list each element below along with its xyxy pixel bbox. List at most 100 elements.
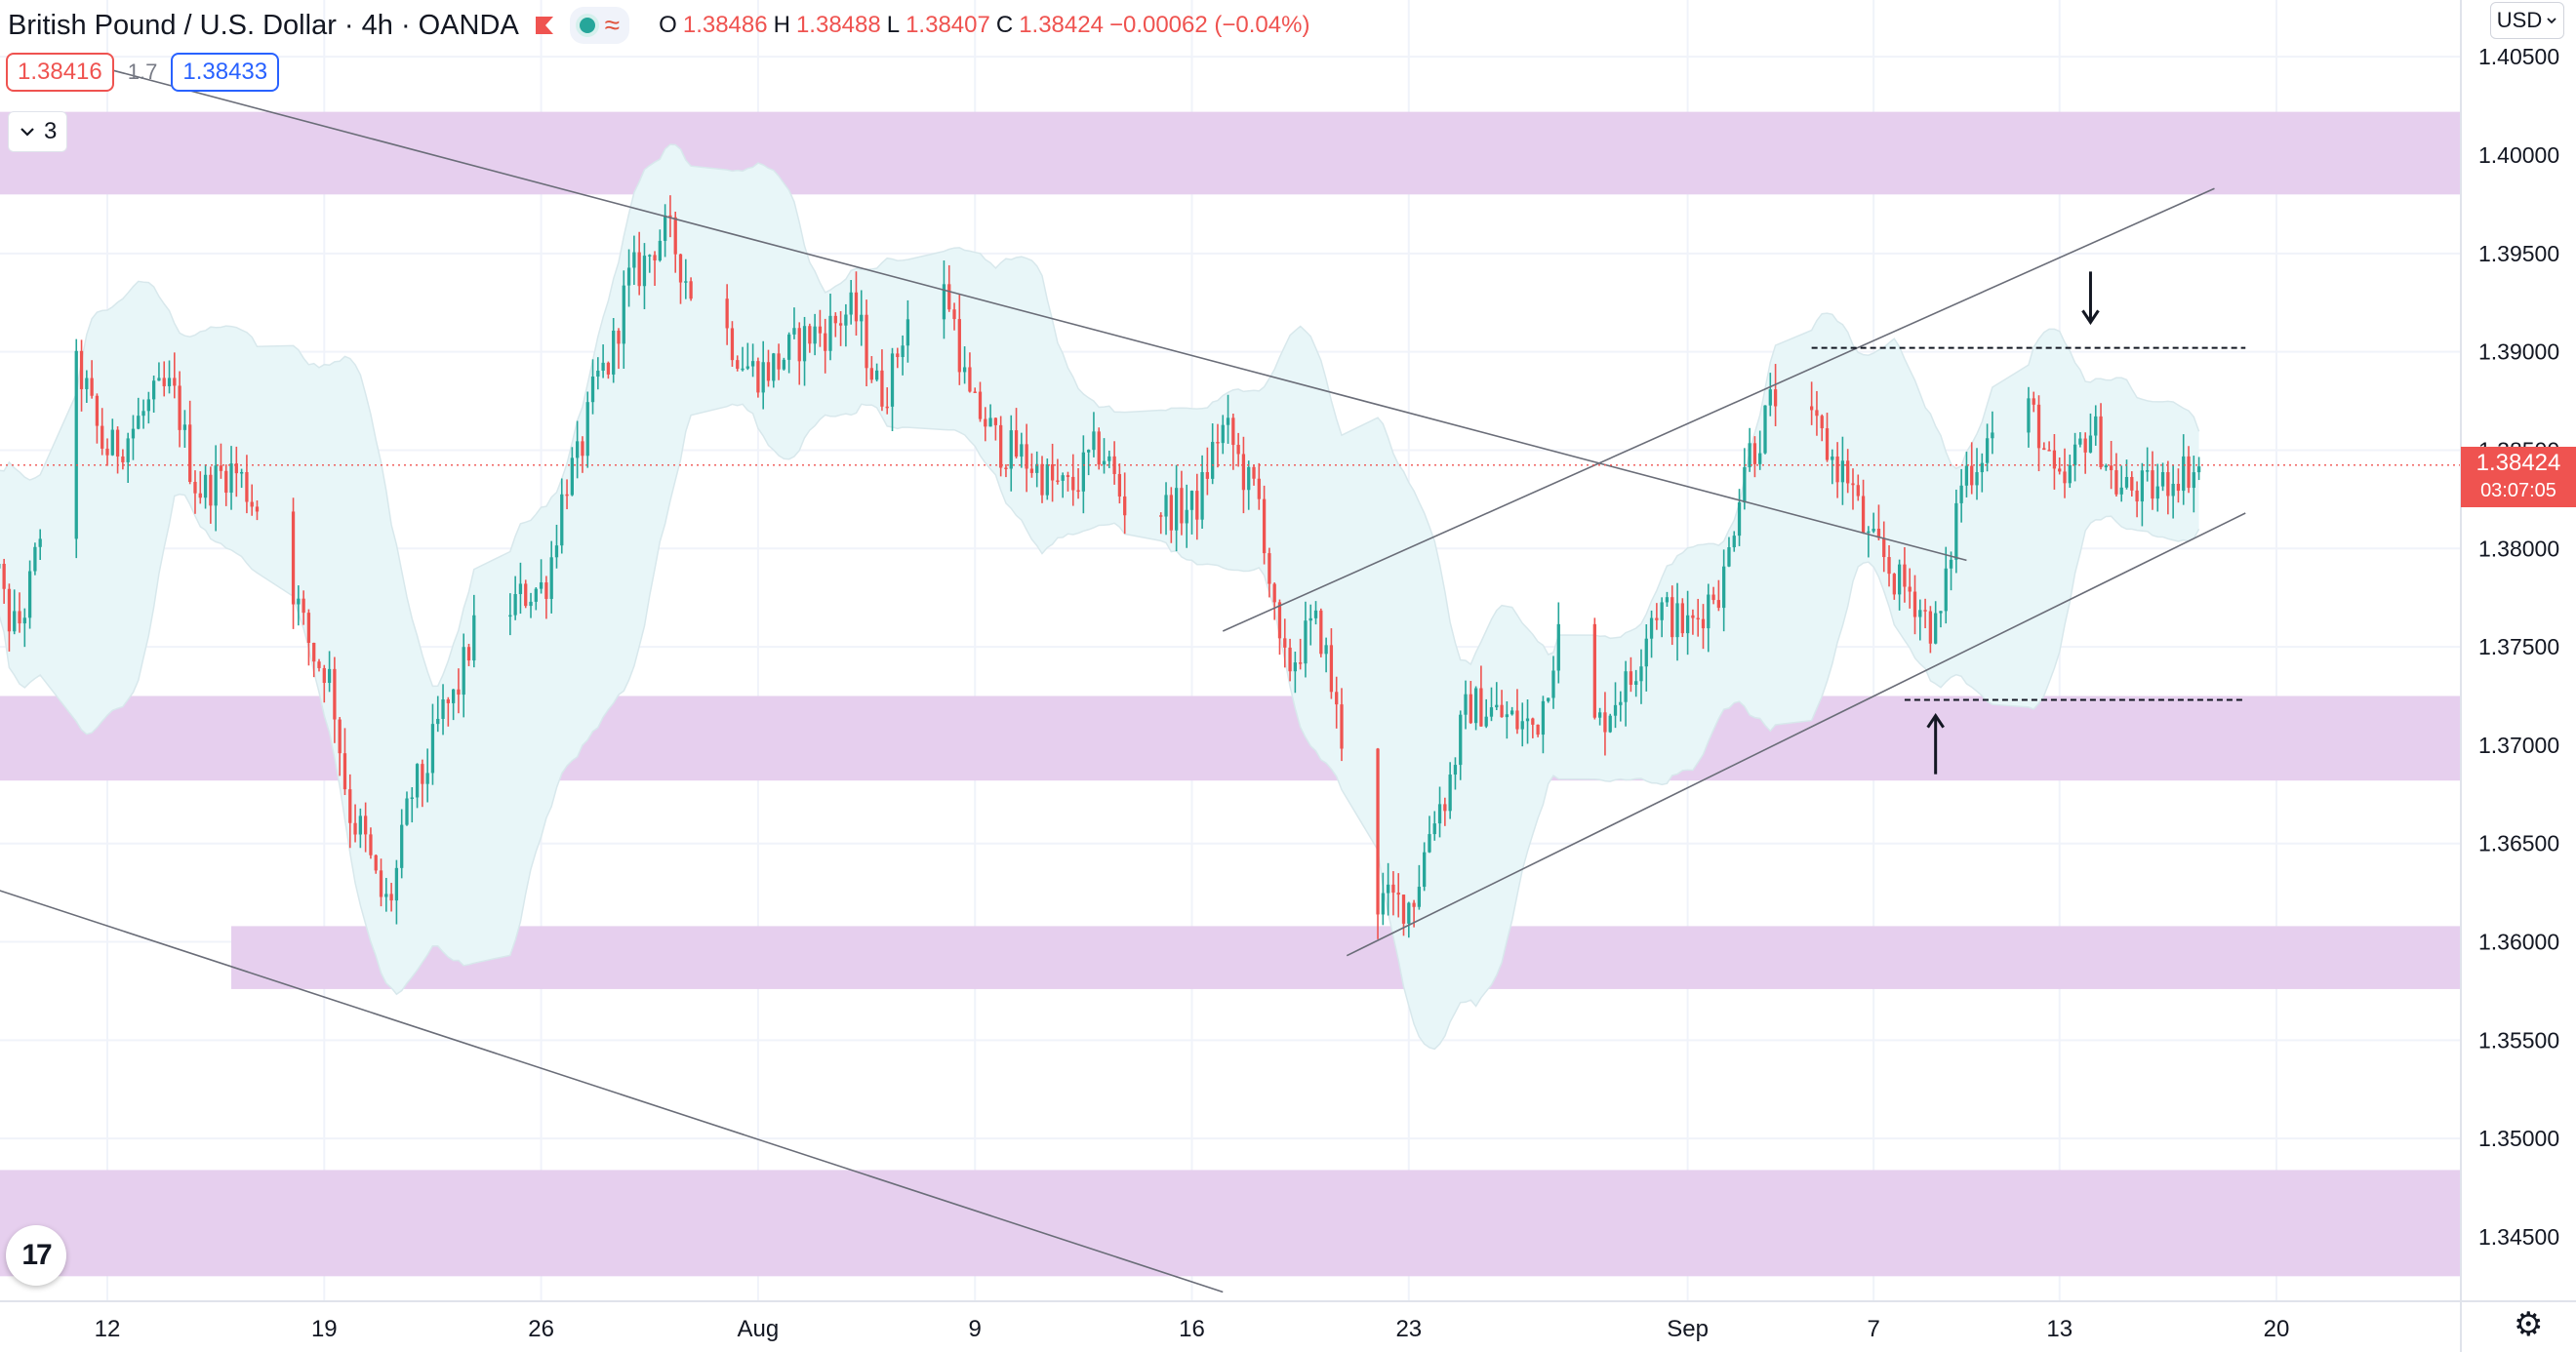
candle (1531, 717, 1535, 738)
candle-body (1407, 902, 1411, 924)
candle (1980, 453, 1984, 493)
candle (1551, 656, 1555, 709)
candle-body (1515, 710, 1519, 730)
candle-body (570, 457, 574, 496)
indicators-toggle-button[interactable]: 3 (8, 111, 68, 152)
candle-body (1231, 418, 1235, 446)
candle (1009, 415, 1013, 492)
candle-body (539, 582, 543, 589)
candle-body (1939, 611, 1943, 614)
candle-body (1050, 463, 1055, 481)
candle-body (1432, 823, 1436, 835)
candle-body (1934, 613, 1938, 644)
candle-body (1045, 463, 1049, 496)
candle-body (2140, 470, 2145, 502)
candle (2192, 456, 2195, 513)
candle (1293, 651, 1297, 694)
buy-price-button[interactable]: 1.38433 (171, 53, 280, 92)
chevron-down-icon (20, 128, 34, 137)
candle (1035, 451, 1039, 488)
candle (1831, 449, 1834, 485)
market-status-pill[interactable]: ≈ (569, 7, 630, 44)
candle-body (2176, 484, 2181, 492)
currency-select[interactable]: USD (2490, 2, 2564, 39)
candle-body (105, 448, 109, 456)
candle (1520, 702, 1524, 747)
candle-body (1097, 431, 1101, 465)
candle (1732, 531, 1736, 552)
symbol-title[interactable]: British Pound / U.S. Dollar · 4h · OANDA (8, 9, 519, 41)
candle (797, 322, 801, 385)
candle (90, 360, 94, 399)
gear-icon[interactable]: ⚙ (2514, 1306, 2544, 1343)
candle-body (2052, 450, 2057, 469)
candle (901, 335, 905, 376)
candle (1268, 547, 1271, 598)
candle-body (209, 474, 213, 506)
candle-body (1479, 688, 1483, 727)
candle-body (2088, 435, 2093, 453)
candle (1061, 472, 1065, 498)
candle (1597, 707, 1602, 726)
market-open-icon (579, 18, 595, 33)
candle-body (1164, 495, 1168, 517)
candle-body (1313, 610, 1318, 618)
candle-body (1221, 424, 1225, 444)
candle-body (18, 611, 21, 624)
candle-body (2182, 456, 2186, 492)
candle-body (1732, 536, 1736, 548)
candle (13, 589, 17, 635)
candle (1283, 618, 1287, 668)
candle-body (1056, 480, 1060, 483)
candle-body (1980, 462, 1984, 473)
candle (421, 759, 424, 808)
candle-body (978, 391, 983, 419)
candle (988, 404, 992, 427)
candle-body (178, 385, 181, 430)
candle (570, 447, 574, 497)
candle-body (1685, 615, 1690, 634)
candle-body (2032, 398, 2035, 405)
candle (2078, 432, 2082, 448)
candle-body (1541, 700, 1546, 736)
candle-body (1448, 775, 1452, 812)
candle (151, 375, 156, 413)
candle (1696, 598, 1700, 637)
tradingview-logo[interactable]: 17 (6, 1225, 66, 1286)
candle (1097, 427, 1101, 470)
candle-body (157, 378, 161, 381)
candle (157, 362, 161, 381)
candle (642, 243, 647, 310)
candle (2114, 453, 2118, 497)
candle (1613, 682, 1618, 729)
candle-body (358, 815, 362, 835)
chevron-down-icon (2547, 18, 2556, 24)
candle-body (854, 292, 859, 322)
currency-label: USD (2496, 8, 2543, 32)
candle-body (2109, 465, 2113, 471)
candle (1386, 862, 1390, 916)
ohlc-close: 1.38424 (1019, 12, 1104, 38)
candle-body (1991, 432, 1994, 439)
sell-price-button[interactable]: 1.38416 (6, 53, 114, 92)
candle-body (22, 617, 26, 624)
candle (33, 542, 37, 576)
candle (430, 703, 435, 785)
candle-body (389, 894, 393, 901)
candle-body (1340, 704, 1344, 749)
candle-body (1071, 476, 1075, 491)
time-tick-label: 20 (2264, 1316, 2290, 1342)
candle-body (400, 824, 404, 868)
candle-body (1520, 721, 1524, 730)
ohlc-values: O 1.38486 H 1.38488 L 1.38407 C 1.38424 −0.0… (659, 12, 1309, 39)
candle (513, 576, 517, 620)
candle (1453, 757, 1458, 790)
candle (1473, 686, 1478, 731)
candle (1071, 454, 1075, 506)
candle (1407, 901, 1411, 938)
candle (2094, 405, 2098, 446)
flag-icon[interactable] (533, 14, 556, 37)
candle-body (312, 642, 316, 662)
candle-body (79, 350, 84, 389)
